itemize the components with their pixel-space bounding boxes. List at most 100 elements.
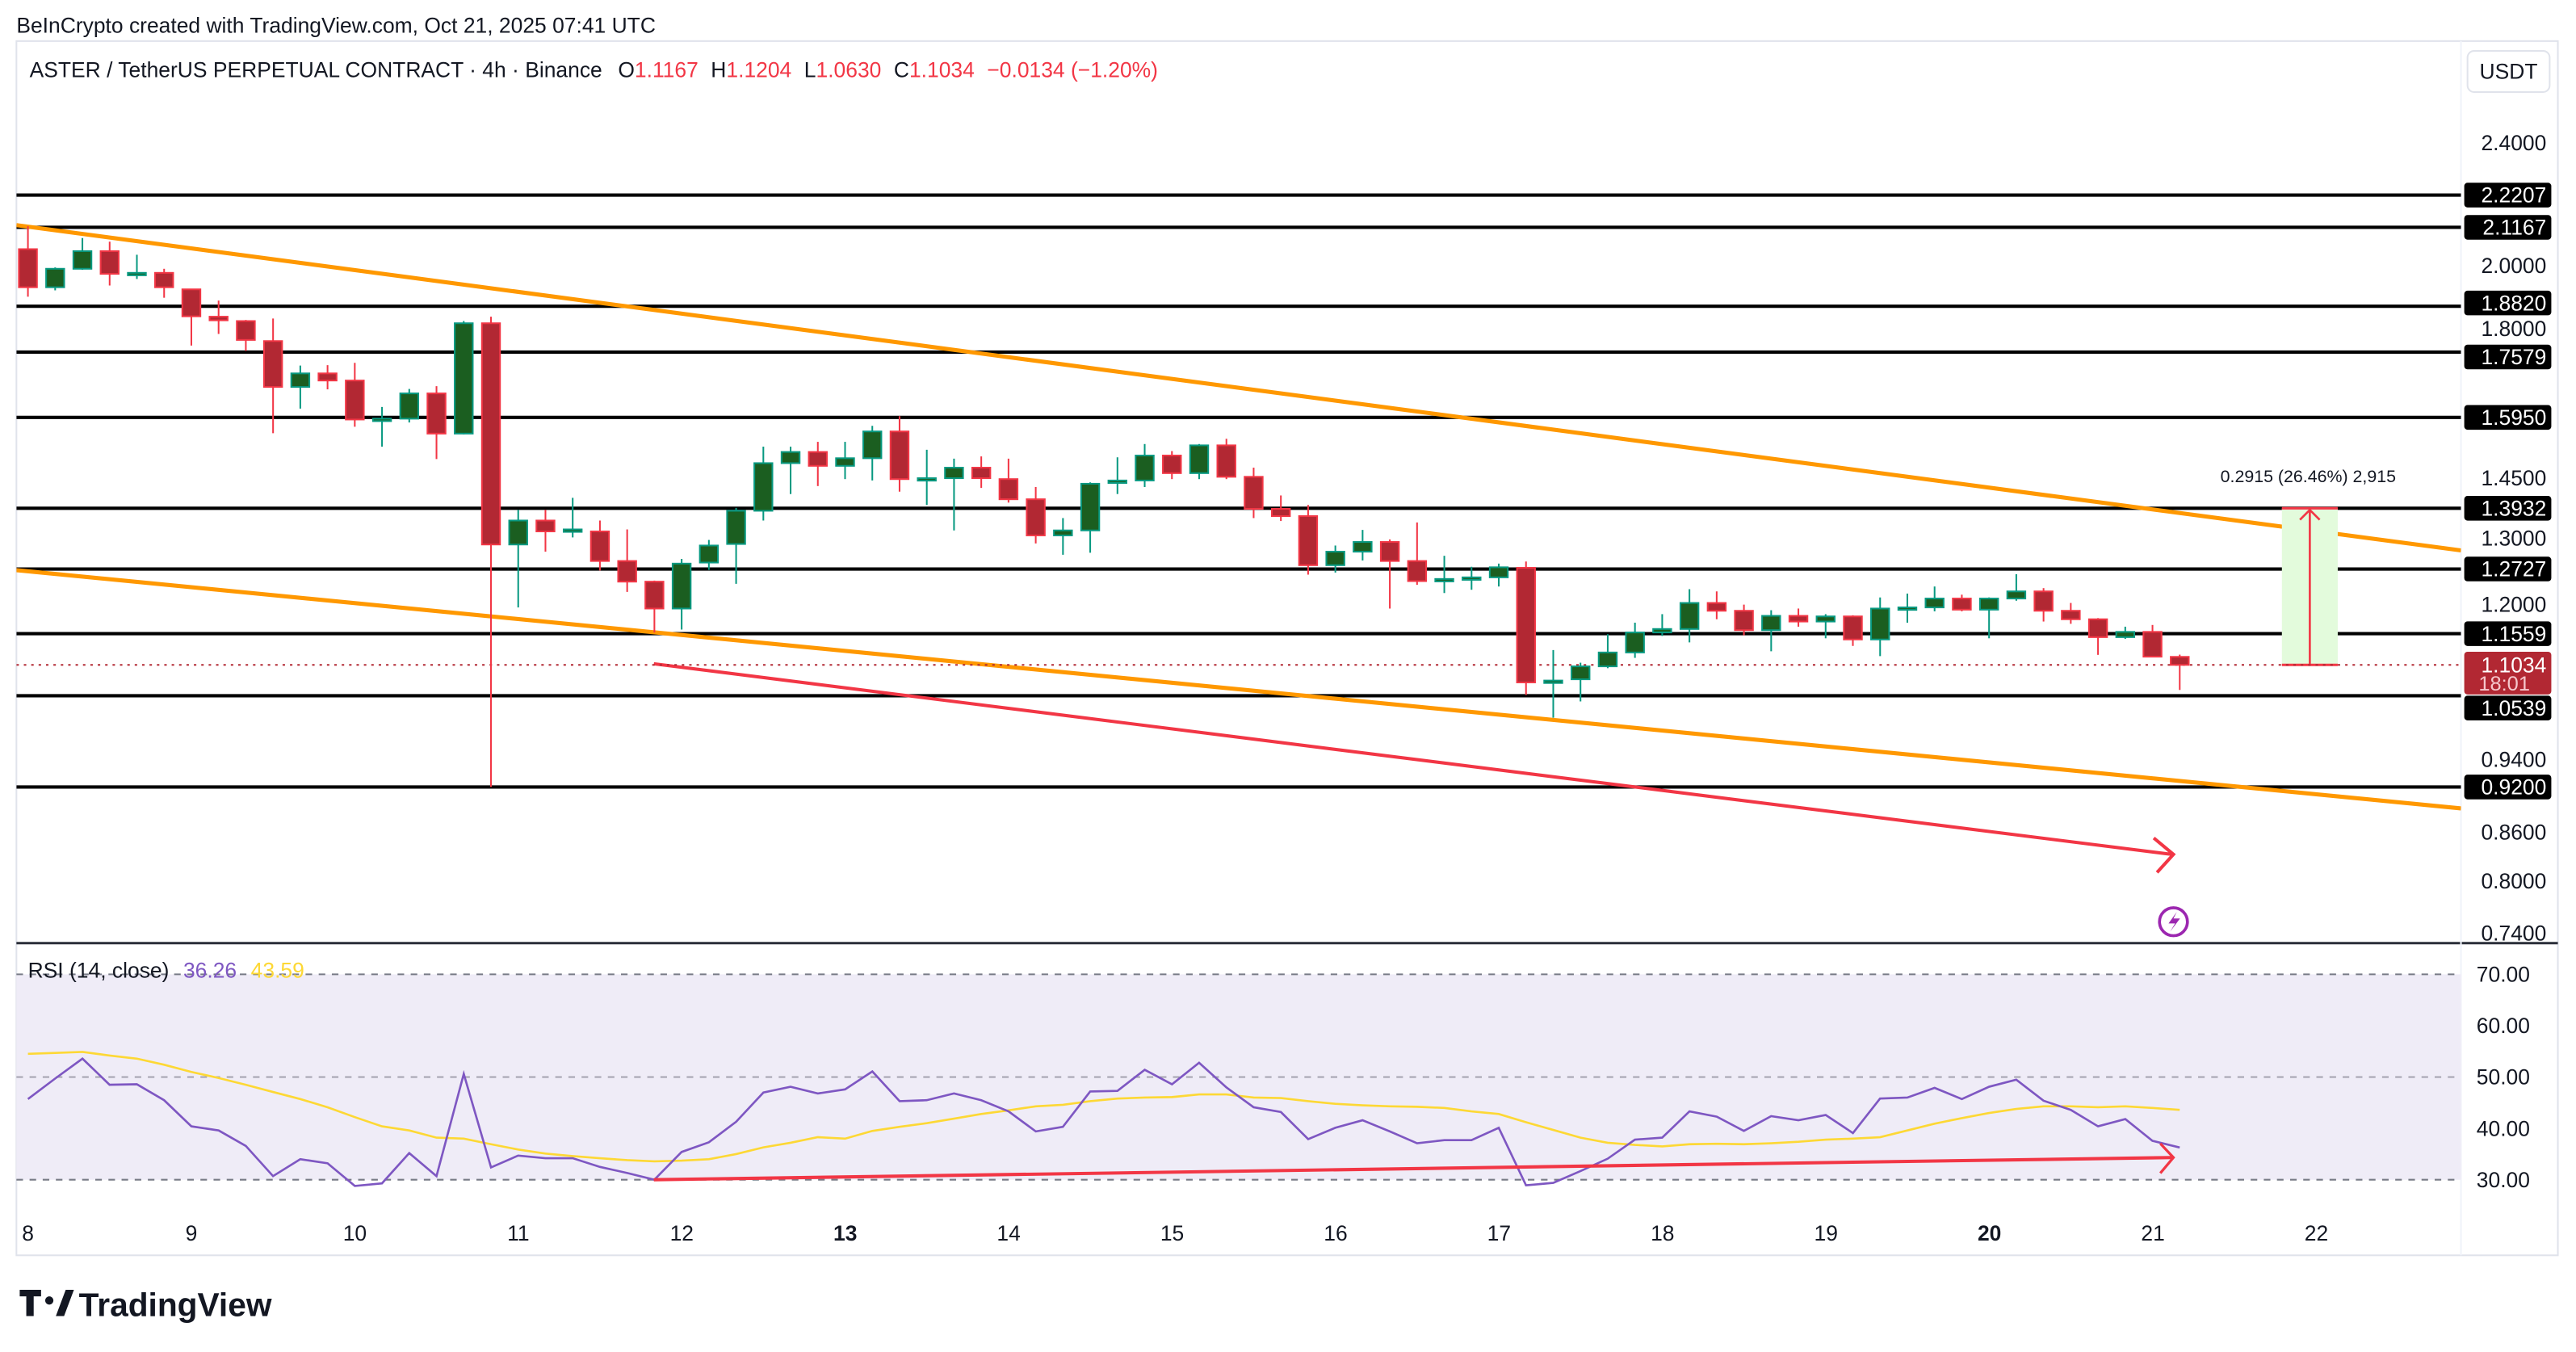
candle[interactable] xyxy=(780,447,801,494)
candle[interactable] xyxy=(2061,603,2081,624)
candle[interactable] xyxy=(18,226,38,297)
level-price-label[interactable]: 1.0539 xyxy=(2464,695,2552,720)
candle[interactable] xyxy=(1978,597,1999,639)
level-price-label[interactable]: 0.9200 xyxy=(2464,775,2552,800)
candle[interactable] xyxy=(1843,615,1863,646)
candle[interactable] xyxy=(2115,626,2136,640)
candle[interactable] xyxy=(1026,486,1046,544)
price-pane[interactable]: 0.2915 (26.46%) 2,915 xyxy=(16,193,2461,874)
candle[interactable] xyxy=(508,510,528,608)
candle[interactable] xyxy=(535,510,556,552)
channel-lower-trendline[interactable] xyxy=(16,568,2461,811)
candle[interactable] xyxy=(2170,654,2190,691)
candle[interactable] xyxy=(1815,614,1836,639)
candle[interactable] xyxy=(1788,608,1809,627)
candle[interactable] xyxy=(1488,563,1509,587)
level-price-label[interactable]: 2.2207 xyxy=(2464,183,2552,208)
candle[interactable] xyxy=(726,507,746,584)
candle[interactable] xyxy=(208,300,229,334)
candle[interactable] xyxy=(1053,518,1073,555)
candle[interactable] xyxy=(1543,649,1563,718)
candle[interactable] xyxy=(45,267,65,291)
event-icon[interactable] xyxy=(2158,906,2189,938)
candle[interactable] xyxy=(808,442,828,486)
candle[interactable] xyxy=(1652,614,1672,636)
candle[interactable] xyxy=(1135,443,1155,487)
level-price-label[interactable]: 1.1559 xyxy=(2464,621,2552,646)
candle[interactable] xyxy=(589,520,610,571)
candle[interactable] xyxy=(1407,522,1428,586)
candle[interactable] xyxy=(2033,588,2054,622)
rsi-divergence-line[interactable] xyxy=(653,1156,2172,1182)
candle[interactable] xyxy=(1462,566,1482,590)
level-price-label[interactable]: 1.3932 xyxy=(2464,496,2552,521)
candle[interactable] xyxy=(1897,593,1918,623)
candle[interactable] xyxy=(998,458,1019,503)
candle[interactable] xyxy=(644,580,665,633)
candle[interactable] xyxy=(317,365,338,390)
candle[interactable] xyxy=(917,449,937,506)
candle[interactable] xyxy=(99,241,120,286)
candle[interactable] xyxy=(1625,622,1645,658)
candle[interactable] xyxy=(127,254,147,279)
candle[interactable] xyxy=(1952,594,1972,611)
channel-upper-trendline[interactable] xyxy=(16,223,2461,553)
candle[interactable] xyxy=(1516,561,1536,695)
candle[interactable] xyxy=(1679,589,1700,643)
candle[interactable] xyxy=(699,540,720,570)
candle[interactable] xyxy=(426,386,447,460)
candle[interactable] xyxy=(1434,556,1454,594)
candle[interactable] xyxy=(72,237,93,271)
candle[interactable] xyxy=(399,388,420,423)
candle[interactable] xyxy=(1353,530,1373,561)
candle[interactable] xyxy=(1107,457,1128,494)
candle[interactable] xyxy=(2142,624,2163,658)
candle[interactable] xyxy=(862,426,883,481)
time-axis[interactable]: 8 9 10 11 12 13 14 15 16 17 18 19 20 21 22 xyxy=(22,1221,2328,1245)
candle[interactable] xyxy=(1379,539,1400,609)
candle[interactable] xyxy=(262,318,283,434)
candle[interactable] xyxy=(1571,662,1591,702)
candle[interactable] xyxy=(835,442,855,480)
candle[interactable] xyxy=(1325,545,1345,573)
candle[interactable] xyxy=(290,365,311,409)
candle[interactable] xyxy=(1189,443,1210,480)
candle[interactable] xyxy=(1244,468,1264,519)
candle[interactable] xyxy=(1597,634,1618,669)
candle[interactable] xyxy=(345,363,365,427)
candle[interactable] xyxy=(454,321,474,435)
candle[interactable] xyxy=(753,447,774,521)
candle[interactable] xyxy=(154,268,174,298)
candle[interactable] xyxy=(1870,597,1890,657)
price-axis[interactable]: 2.4000 2.0000 1.8000 1.4500 1.3000 1.2000 0.94… xyxy=(2464,131,2552,1192)
projection-arrow-line[interactable] xyxy=(653,661,2172,856)
candle[interactable] xyxy=(1761,610,1781,652)
level-price-label[interactable]: 1.2727 xyxy=(2464,556,2552,582)
candle[interactable] xyxy=(971,456,992,489)
candle[interactable] xyxy=(371,406,392,447)
level-price-label[interactable]: 2.1167 xyxy=(2464,215,2552,240)
candle[interactable] xyxy=(1216,439,1236,480)
candle[interactable] xyxy=(236,320,256,351)
candle[interactable] xyxy=(1298,505,1319,575)
candle[interactable] xyxy=(1080,482,1101,553)
candle[interactable] xyxy=(181,288,202,346)
candle[interactable] xyxy=(480,317,501,787)
candle[interactable] xyxy=(1706,591,1727,619)
candle[interactable] xyxy=(889,416,910,492)
candle[interactable] xyxy=(617,529,637,592)
candle[interactable] xyxy=(944,458,964,531)
level-price-label[interactable]: 1.7579 xyxy=(2464,344,2552,370)
candle[interactable] xyxy=(1924,586,1945,611)
candle[interactable] xyxy=(2087,618,2108,655)
level-price-label[interactable]: 1.8820 xyxy=(2464,290,2552,316)
candle[interactable] xyxy=(1162,451,1182,480)
candle[interactable] xyxy=(1270,495,1291,522)
currency-button[interactable]: USDT xyxy=(2466,50,2551,93)
candle[interactable] xyxy=(671,559,692,630)
candle[interactable] xyxy=(562,498,583,538)
candle[interactable] xyxy=(2006,573,2027,601)
level-price-label[interactable]: 1.5950 xyxy=(2464,405,2552,430)
